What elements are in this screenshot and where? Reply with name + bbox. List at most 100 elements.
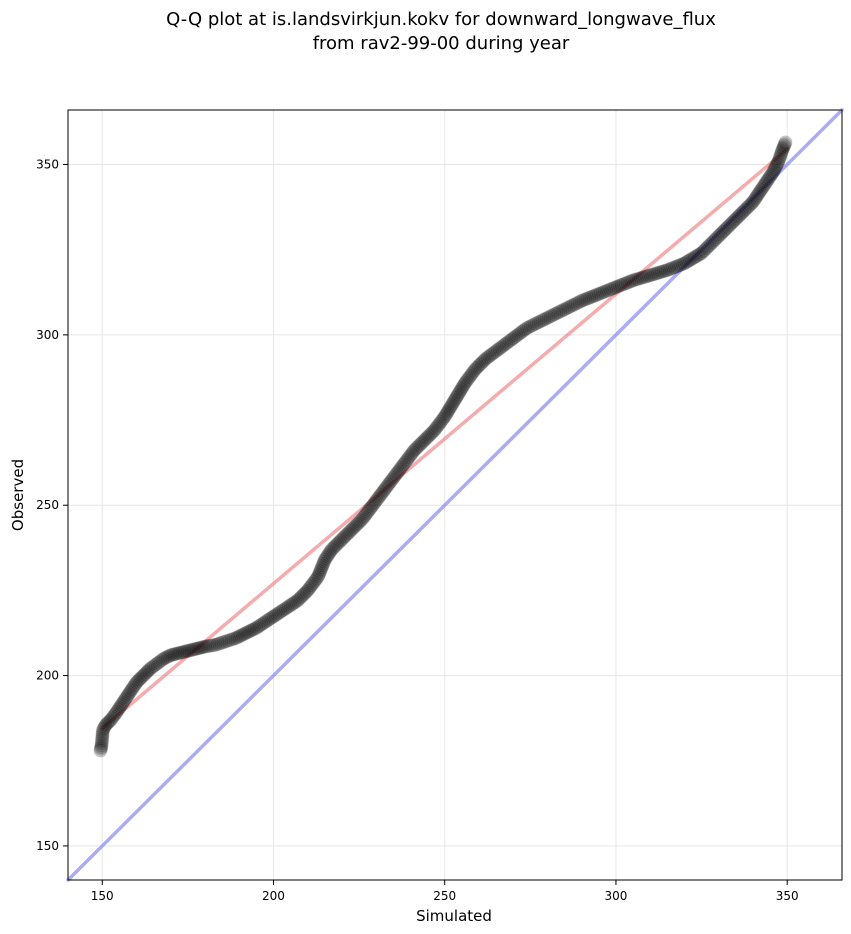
y-axis-label: Observed bbox=[9, 459, 27, 531]
qq-point-84 bbox=[204, 638, 219, 653]
qq-point-167 bbox=[332, 535, 347, 550]
qq-point-122 bbox=[273, 604, 288, 619]
qq-point-100 bbox=[235, 627, 250, 642]
qq-point-333 bbox=[576, 293, 591, 308]
qq-point-164 bbox=[327, 539, 342, 554]
qq-point-287 bbox=[490, 342, 505, 357]
qq-point-126 bbox=[280, 600, 295, 615]
qq-point-402 bbox=[703, 236, 718, 251]
qq-point-246 bbox=[438, 407, 453, 422]
qq-point-10 bbox=[95, 723, 110, 738]
qq-point-213 bbox=[394, 460, 409, 475]
qq-point-18 bbox=[105, 711, 120, 726]
qq-point-209 bbox=[388, 467, 403, 482]
qq-point-74 bbox=[186, 642, 201, 657]
qq-point-320 bbox=[551, 305, 566, 320]
qq-point-81 bbox=[197, 639, 212, 654]
qq-point-136 bbox=[296, 587, 311, 602]
x-tick-label-0: 150 bbox=[91, 889, 114, 903]
qq-point-259 bbox=[452, 385, 467, 400]
qq-point-90 bbox=[216, 635, 231, 650]
qq-point-338 bbox=[586, 289, 601, 304]
qq-point-332 bbox=[574, 293, 589, 308]
qq-point-117 bbox=[264, 610, 279, 625]
qq-point-4 bbox=[94, 736, 109, 751]
qq-point-370 bbox=[647, 267, 662, 282]
qq-point-397 bbox=[696, 244, 711, 259]
qq-point-409 bbox=[714, 226, 729, 241]
qq-point-278 bbox=[475, 354, 490, 369]
qq-point-264 bbox=[457, 377, 472, 392]
qq-point-319 bbox=[549, 306, 564, 321]
qq-point-271 bbox=[465, 365, 480, 380]
qq-point-8 bbox=[95, 727, 110, 742]
qq-point-123 bbox=[275, 603, 290, 618]
qq-point-238 bbox=[428, 421, 443, 436]
qq-point-419 bbox=[729, 211, 744, 226]
qq-point-93 bbox=[222, 633, 237, 648]
qq-point-125 bbox=[278, 601, 293, 616]
qq-point-399 bbox=[699, 241, 714, 256]
qq-point-416 bbox=[725, 215, 740, 230]
qq-point-77 bbox=[191, 641, 206, 656]
qq-point-174 bbox=[342, 524, 357, 539]
qq-point-27 bbox=[115, 695, 130, 710]
qq-point-372 bbox=[650, 265, 665, 280]
qq-point-310 bbox=[531, 315, 546, 330]
qq-point-413 bbox=[720, 219, 735, 234]
qq-point-273 bbox=[468, 361, 483, 376]
qq-point-6 bbox=[95, 731, 110, 746]
qq-point-211 bbox=[391, 464, 406, 479]
qq-point-360 bbox=[627, 272, 642, 287]
qq-point-464 bbox=[778, 135, 793, 150]
qq-point-2 bbox=[94, 740, 109, 755]
qq-point-445 bbox=[763, 169, 778, 184]
x-tick-label-3: 300 bbox=[605, 889, 628, 903]
qq-point-376 bbox=[658, 263, 673, 278]
qq-point-45 bbox=[137, 667, 152, 682]
qq-point-454 bbox=[771, 154, 786, 169]
qq-point-37 bbox=[127, 678, 142, 693]
qq-point-12 bbox=[97, 719, 112, 734]
qq-point-16 bbox=[102, 714, 117, 729]
qq-point-230 bbox=[417, 433, 432, 448]
qq-point-184 bbox=[356, 510, 371, 525]
qq-point-425 bbox=[738, 202, 753, 217]
qq-point-150 bbox=[313, 564, 328, 579]
plot-frame bbox=[67, 109, 843, 881]
qq-point-55 bbox=[153, 654, 168, 669]
qq-point-91 bbox=[218, 634, 233, 649]
grid-lines bbox=[68, 110, 842, 880]
qq-point-447 bbox=[765, 166, 780, 181]
qq-point-196 bbox=[372, 489, 387, 504]
qq-point-193 bbox=[368, 494, 383, 509]
qq-point-418 bbox=[728, 212, 743, 227]
qq-point-348 bbox=[605, 281, 620, 296]
qq-point-411 bbox=[717, 223, 732, 238]
qq-point-52 bbox=[148, 657, 163, 672]
qq-point-38 bbox=[128, 677, 143, 692]
qq-point-222 bbox=[405, 445, 420, 460]
qq-point-114 bbox=[259, 614, 274, 629]
qq-point-30 bbox=[119, 690, 134, 705]
qq-point-48 bbox=[141, 663, 156, 678]
qq-point-131 bbox=[288, 594, 303, 609]
qq-point-303 bbox=[518, 322, 533, 337]
qq-point-39 bbox=[129, 675, 144, 690]
qq-point-284 bbox=[485, 346, 500, 361]
qq-point-107 bbox=[247, 621, 262, 636]
qq-point-226 bbox=[411, 439, 426, 454]
x-axis-label: Simulated bbox=[416, 907, 492, 925]
qq-point-23 bbox=[111, 702, 126, 717]
qq-point-258 bbox=[451, 387, 466, 402]
qq-point-414 bbox=[722, 218, 737, 233]
qq-point-88 bbox=[212, 636, 227, 651]
qq-point-415 bbox=[723, 216, 738, 231]
qq-point-334 bbox=[578, 292, 593, 307]
qq-point-132 bbox=[290, 593, 305, 608]
qq-point-357 bbox=[622, 274, 637, 289]
qq-point-232 bbox=[420, 430, 435, 445]
qq-point-121 bbox=[271, 606, 286, 621]
qq-point-65 bbox=[170, 646, 185, 661]
qq-point-453 bbox=[770, 155, 785, 170]
